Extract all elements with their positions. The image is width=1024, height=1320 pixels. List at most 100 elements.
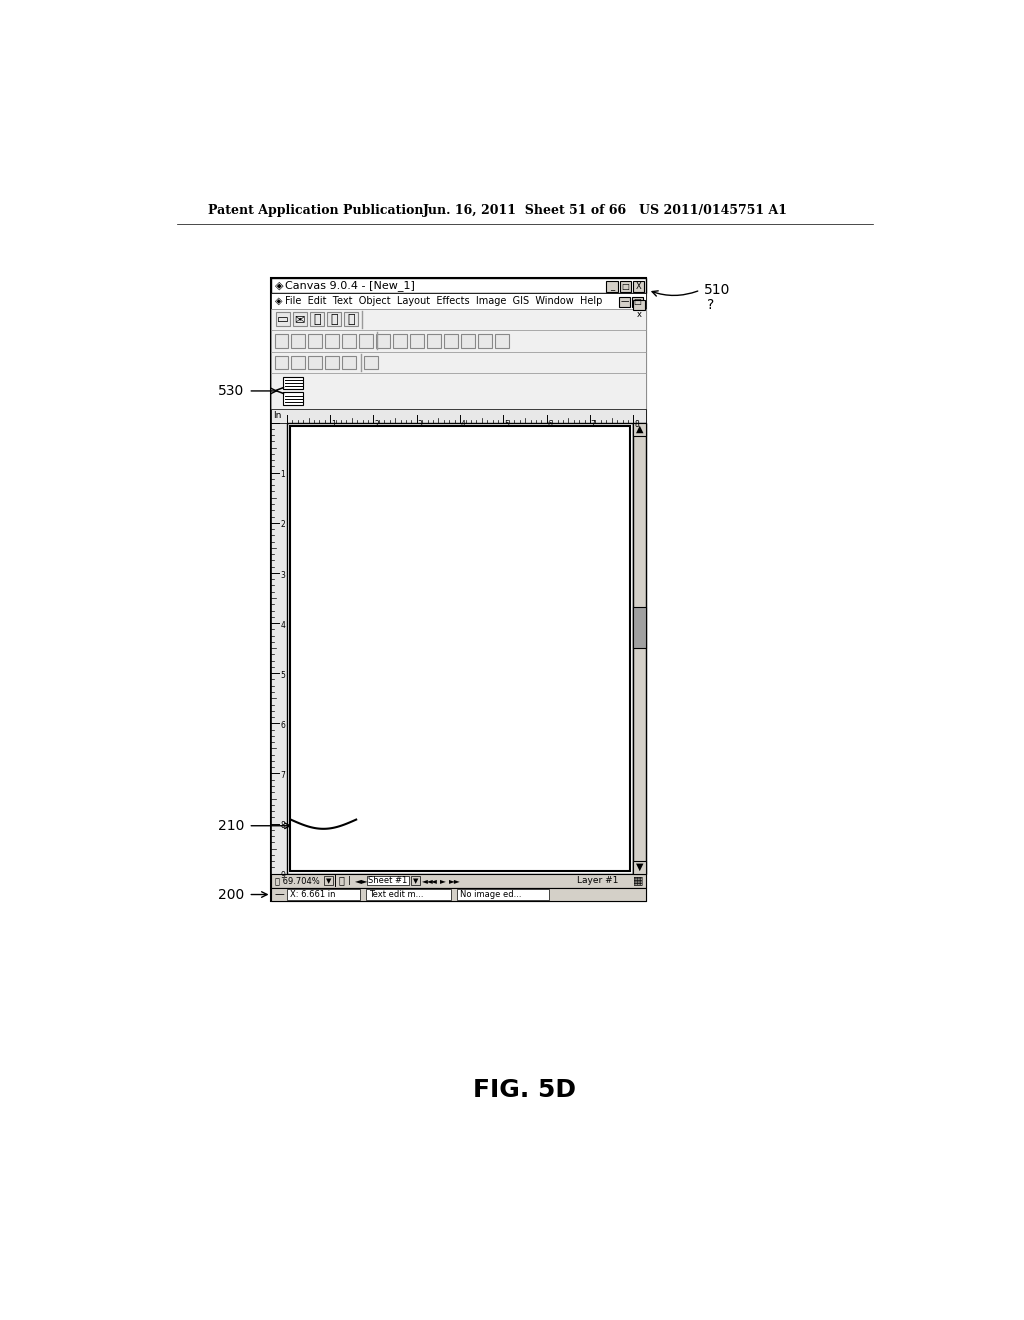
- Bar: [632, 297, 643, 308]
- Text: Jun. 16, 2011  Sheet 51 of 66: Jun. 16, 2011 Sheet 51 of 66: [423, 205, 628, 218]
- Bar: [271, 330, 646, 351]
- Bar: [326, 334, 339, 348]
- Bar: [308, 355, 323, 370]
- Bar: [308, 334, 323, 348]
- Bar: [410, 334, 424, 348]
- Text: ⎙: ⎙: [330, 313, 338, 326]
- Text: File  Edit  Text  Object  Layout  Effects  Image  GIS  Window  Help: File Edit Text Object Layout Effects Ima…: [285, 296, 602, 306]
- Text: 510: 510: [705, 282, 730, 297]
- Bar: [344, 313, 357, 326]
- Bar: [271, 422, 287, 874]
- Bar: [618, 297, 631, 308]
- Bar: [359, 334, 373, 348]
- Text: x: x: [637, 310, 642, 319]
- Bar: [271, 374, 646, 409]
- Bar: [292, 334, 305, 348]
- Text: 4: 4: [461, 420, 466, 429]
- Text: ▼: ▼: [413, 878, 418, 883]
- Text: 2: 2: [374, 420, 379, 429]
- Text: 200: 200: [218, 887, 245, 902]
- Text: ◈: ◈: [275, 280, 284, 290]
- Text: 8: 8: [281, 821, 286, 830]
- Text: —: —: [274, 890, 285, 899]
- Bar: [461, 334, 475, 348]
- Text: 9: 9: [281, 871, 286, 880]
- Text: ▼: ▼: [636, 862, 644, 873]
- Bar: [271, 277, 646, 902]
- Bar: [326, 355, 339, 370]
- Text: ▭: ▭: [278, 313, 289, 326]
- Bar: [444, 334, 458, 348]
- Text: In: In: [273, 411, 282, 420]
- Bar: [287, 422, 634, 874]
- Text: _: _: [610, 281, 614, 290]
- Text: 8: 8: [634, 420, 639, 429]
- Text: 3: 3: [418, 420, 423, 429]
- Text: □: □: [634, 297, 642, 306]
- Text: 7: 7: [281, 771, 286, 780]
- Bar: [276, 313, 290, 326]
- Bar: [606, 281, 617, 292]
- Text: X: 6.661 in: X: 6.661 in: [290, 890, 336, 899]
- Bar: [495, 334, 509, 348]
- Text: □: □: [622, 281, 629, 290]
- Bar: [274, 334, 289, 348]
- Bar: [310, 313, 324, 326]
- Text: 1: 1: [281, 470, 286, 479]
- Text: US 2011/0145751 A1: US 2011/0145751 A1: [639, 205, 786, 218]
- Text: 530: 530: [218, 384, 245, 397]
- Text: ▲: ▲: [636, 424, 644, 434]
- Bar: [457, 890, 550, 900]
- Bar: [293, 313, 307, 326]
- Bar: [427, 334, 441, 348]
- Bar: [633, 281, 644, 292]
- Bar: [411, 876, 420, 886]
- Text: ►: ►: [440, 876, 446, 886]
- Text: ⌕ 69.704%: ⌕ 69.704%: [274, 876, 319, 886]
- Text: ✉: ✉: [295, 313, 305, 326]
- Text: 7: 7: [591, 420, 596, 429]
- Bar: [290, 425, 631, 871]
- Text: 6: 6: [548, 420, 552, 429]
- Text: ◄: ◄: [354, 876, 361, 886]
- Text: ⎙: ⎙: [313, 313, 321, 326]
- Text: 210: 210: [218, 818, 245, 833]
- Text: 3: 3: [281, 570, 286, 579]
- Bar: [271, 277, 646, 293]
- Text: 4: 4: [281, 620, 286, 630]
- Text: ►: ►: [360, 876, 368, 886]
- Text: <: <: [273, 384, 286, 397]
- Text: FIG. 5D: FIG. 5D: [473, 1078, 577, 1102]
- Text: 5: 5: [281, 671, 286, 680]
- Text: Sheet #1: Sheet #1: [368, 876, 408, 886]
- Bar: [376, 334, 390, 348]
- Bar: [274, 355, 289, 370]
- Text: 5: 5: [504, 420, 509, 429]
- Bar: [367, 876, 410, 886]
- Text: Layer #1: Layer #1: [578, 876, 618, 886]
- Text: —: —: [621, 297, 629, 306]
- Bar: [634, 607, 646, 648]
- Text: Patent Application Publication: Patent Application Publication: [208, 205, 423, 218]
- Text: ►►: ►►: [450, 876, 461, 886]
- Bar: [342, 355, 356, 370]
- Bar: [271, 293, 646, 309]
- Bar: [342, 334, 356, 348]
- Text: ⌕: ⌕: [339, 875, 344, 886]
- Text: ◈: ◈: [275, 296, 283, 306]
- Bar: [364, 355, 378, 370]
- Bar: [634, 300, 645, 310]
- Bar: [324, 876, 333, 886]
- Bar: [283, 378, 303, 389]
- Text: X: X: [636, 281, 641, 290]
- Bar: [327, 313, 341, 326]
- Bar: [478, 334, 492, 348]
- Bar: [367, 890, 451, 900]
- Bar: [271, 351, 646, 374]
- Bar: [271, 309, 646, 330]
- Text: ▼: ▼: [326, 878, 331, 883]
- Text: ?: ?: [707, 298, 714, 313]
- Bar: [620, 281, 631, 292]
- Text: ⌕: ⌕: [347, 313, 354, 326]
- Bar: [271, 887, 646, 902]
